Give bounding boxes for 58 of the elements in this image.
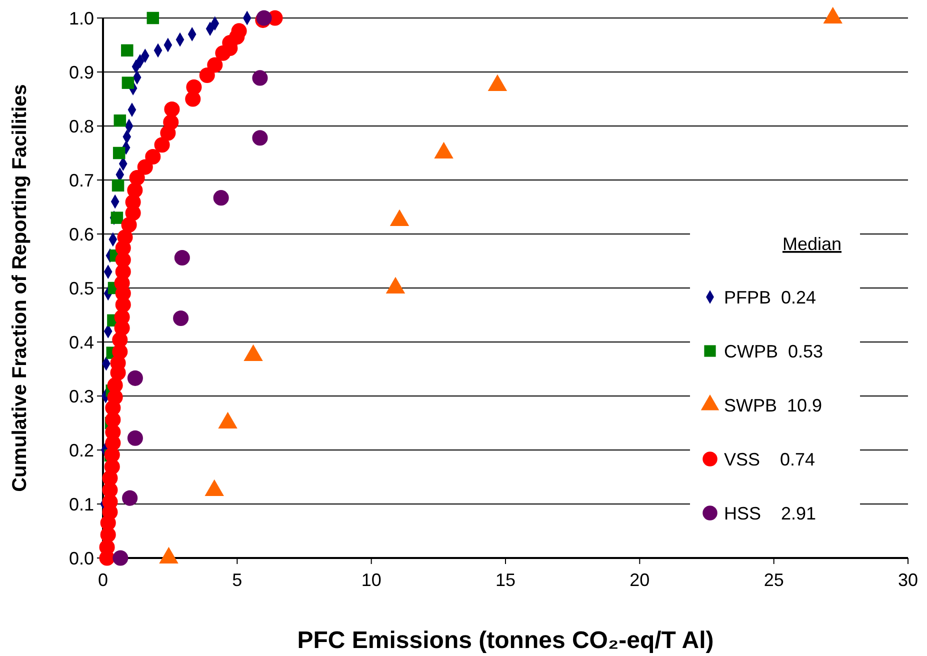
point [146, 12, 160, 24]
x-axis-title: PFC Emissions (tonnes CO₂-eq/T Al) [297, 627, 714, 654]
y-tick-label: 0.6 [68, 224, 94, 244]
y-tick-label: 0.4 [68, 332, 94, 352]
point [127, 182, 143, 198]
point [199, 67, 215, 83]
y-tick-label: 0.2 [68, 440, 94, 460]
x-tick-label: 20 [630, 570, 650, 590]
point [129, 170, 145, 186]
point [114, 309, 130, 325]
point [164, 102, 180, 118]
point [252, 70, 268, 86]
x-tick-label: 30 [898, 570, 918, 590]
y-tick-label: 0.8 [68, 116, 94, 136]
point [252, 130, 268, 146]
point [121, 44, 134, 57]
point [154, 137, 170, 153]
x-tick-label: 15 [495, 570, 516, 590]
point [105, 424, 121, 440]
point [213, 190, 229, 206]
y-tick-label: 0.9 [68, 62, 94, 82]
point [112, 550, 128, 566]
y-tick-label: 0.0 [68, 548, 94, 568]
point [145, 149, 161, 165]
point [137, 159, 153, 175]
point [99, 539, 115, 555]
point [186, 79, 202, 95]
x-tick-label: 25 [764, 570, 784, 590]
point [114, 114, 126, 127]
x-tick-label: 10 [361, 570, 382, 590]
point [112, 179, 124, 192]
point [173, 310, 189, 326]
point [122, 76, 134, 89]
point [207, 57, 223, 73]
point [112, 146, 126, 160]
point [107, 377, 123, 393]
y-tick-label: 0.5 [68, 278, 94, 298]
legend-label: SWPB 10.9 [724, 395, 822, 416]
x-tick-label: 0 [98, 570, 108, 590]
y-axis-title: Cumulative Fraction of Reporting Facilities [9, 84, 31, 492]
point [174, 250, 190, 266]
legend-label: HSS 2.91 [724, 503, 816, 524]
x-tick-label: 5 [232, 570, 242, 590]
point [127, 370, 143, 386]
point [163, 114, 179, 130]
point [117, 229, 133, 245]
y-tick-label: 0.7 [68, 170, 94, 190]
point [110, 212, 124, 224]
legend-title: Median [782, 234, 842, 254]
point [127, 430, 143, 446]
legend-label: PFPB 0.24 [724, 287, 816, 308]
legend-label: CWPB 0.53 [724, 341, 824, 362]
y-tick-label: 1.0 [68, 8, 94, 28]
y-tick-label: 0.1 [68, 494, 94, 514]
legend-label: VSS 0.74 [724, 449, 816, 470]
y-tick-label: 0.3 [68, 386, 94, 406]
point [122, 490, 138, 506]
point [121, 217, 137, 233]
